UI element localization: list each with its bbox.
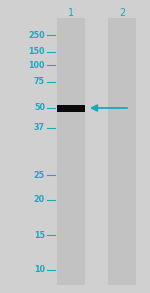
Text: 1: 1 bbox=[68, 8, 74, 18]
Text: 150: 150 bbox=[28, 47, 45, 57]
Text: 37: 37 bbox=[34, 124, 45, 132]
Text: 50: 50 bbox=[34, 103, 45, 113]
Text: 10: 10 bbox=[34, 265, 45, 275]
Text: 25: 25 bbox=[34, 171, 45, 180]
Text: 15: 15 bbox=[34, 231, 45, 239]
Text: 20: 20 bbox=[34, 195, 45, 205]
Bar bbox=[108, 18, 136, 285]
Bar bbox=[57, 18, 85, 285]
Text: 250: 250 bbox=[28, 30, 45, 40]
Bar bbox=[57, 105, 85, 112]
Text: 100: 100 bbox=[28, 60, 45, 69]
Text: 2: 2 bbox=[119, 8, 125, 18]
Text: 75: 75 bbox=[34, 78, 45, 86]
